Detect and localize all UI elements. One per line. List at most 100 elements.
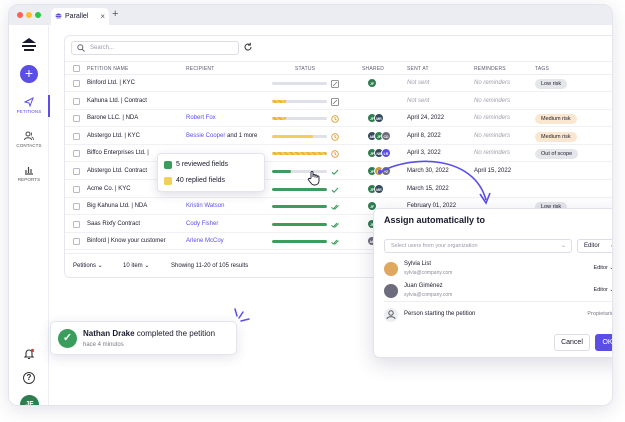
recipient-name: Kristin Watson [186,203,225,210]
recipient-link[interactable]: Arlene McCoy [186,233,224,250]
row-checkbox[interactable] [73,168,80,175]
row-checkbox[interactable] [73,203,80,211]
assignee-role-select[interactable]: Editor ⌄ [593,287,612,293]
column-header-tags[interactable]: TAGS [535,66,550,72]
check-icon [331,167,339,175]
reviewed-fields-legend: 5 reviewed fields [164,159,228,171]
user-select-dropdown[interactable]: Select users from your organization ⌄ [384,239,572,253]
column-header-sent-at[interactable]: SENT AT [407,66,429,72]
table-row[interactable]: Saas Rixfy Contract Cody Fisher JF [65,216,612,233]
petition-name[interactable]: Binford Ltd. | KYC [87,80,135,86]
row-checkbox[interactable] [73,185,80,193]
row-checkbox[interactable] [73,97,80,105]
select-all-checkbox[interactable] [73,65,80,72]
tag-badge[interactable]: Out of scope [535,149,579,160]
tag-badge[interactable]: Medium risk [535,114,577,125]
shared-user-avatar: MR [374,183,384,194]
status-progress-bar[interactable] [272,187,327,191]
recipient-link[interactable]: Cody Fisher [186,216,218,233]
petition-name[interactable]: Abstergo Ltd. | KYC [87,132,140,139]
petition-name[interactable]: Big Kahuna Ltd. | NDA [87,203,148,210]
send-icon [24,97,34,107]
page-size-label: 10 item [123,263,143,269]
table-row[interactable]: Big Kahuna Ltd. | NDA Kristin Watson JF Feb… [65,198,612,216]
sidebar-item-label: PETITIONS [16,109,42,114]
chevron-down-icon: ⌄ [610,240,612,252]
status-progress-bar[interactable] [272,82,327,85]
reviewed-fields-text: 5 reviewed fields [176,161,229,168]
recipient-link[interactable]: Bessie Cooper and 1 more [186,128,257,145]
notifications-bell-icon[interactable] [23,348,35,360]
help-icon[interactable]: ? [23,372,35,384]
petition-name[interactable]: Biffco Enterprises Ltd. | [87,150,149,157]
status-progress-bar[interactable] [272,99,327,103]
new-tab-button[interactable]: + [112,8,119,20]
status-progress-bar[interactable] [272,117,327,121]
tag-badge[interactable]: Medium risk [535,131,577,142]
recipient-link[interactable]: Robert Fox [186,110,216,127]
tag-badge[interactable]: Low risk [535,79,568,89]
reload-icon[interactable] [243,42,253,52]
status-progress-bar[interactable] [272,205,327,209]
row-checkbox[interactable] [73,150,80,158]
row-checkbox[interactable] [73,132,80,140]
sidebar-item-reports[interactable]: REPORTS [9,165,49,182]
column-header-shared[interactable]: SHARED [362,66,385,72]
table-row[interactable]: Acme Co. | KYCDevon Dim NguyenJFMRMarch … [65,181,612,198]
petition-name[interactable]: Saas Rixfy Contract [87,220,141,227]
status-progress-bar[interactable] [272,134,327,138]
assignee-role-select[interactable]: Editor ⌄ [593,265,612,271]
search-input[interactable]: Search... [71,41,239,55]
sidebar-item-contacts[interactable]: CONTACTS [9,131,49,148]
column-header-reminders[interactable]: REMINDERS [474,66,506,72]
avatar [384,284,398,298]
row-checkbox[interactable] [73,238,80,246]
table-row[interactable]: Kahuna Ltd. | Contract Not sent No reminde… [65,93,612,110]
user-avatar[interactable]: JF [20,395,39,405]
table-row[interactable]: Binford Ltd. | KYC JF Not sent No reminders… [65,75,612,92]
table-row[interactable]: Abstergo Ltd. | KYC Bessie Cooper and 1 m… [65,128,612,145]
clock-icon [331,149,339,159]
sent-at: February 01, 2022 [407,203,457,210]
table-row[interactable]: Biffco Enterprises Ltd. | JF NB LR April 3, … [65,145,612,163]
notification-toast[interactable]: ✓ Nathan Drake completed the petition ha… [50,321,237,355]
parallel-logo[interactable] [21,37,37,53]
page-size-selector[interactable]: 10 item ⌄ [123,263,150,269]
ok-button[interactable]: OK [595,334,612,351]
petition-name[interactable]: Barone LLC. | NDA [87,115,139,122]
petition-name[interactable]: Binford | Know your customer [87,238,166,245]
minimize-window-dot[interactable] [26,12,32,18]
sidebar-item-petitions[interactable]: PETITIONS [9,95,50,117]
maximize-window-dot[interactable] [35,12,41,18]
row-checkbox[interactable] [73,80,80,87]
close-window-dot[interactable] [17,12,23,18]
tag-badge[interactable]: Low risk [535,202,568,213]
row-checkbox[interactable] [73,220,80,228]
recipient-name: Bessie Cooper [186,132,226,139]
role-select-dropdown[interactable]: Editor ⌄ [577,239,612,253]
recipient-name: Robert Fox [186,115,216,122]
status-progress-bar[interactable] [272,170,327,173]
column-header-petition-name[interactable]: PETITION NAME [87,66,129,72]
column-header-status[interactable]: STATUS [295,66,316,72]
view-selector[interactable]: Petitions ⌄ [73,263,103,269]
column-header-recipient[interactable]: RECIPIENT [186,66,215,72]
status-progress-bar[interactable] [272,152,327,156]
status-progress-bar[interactable] [272,240,327,244]
edit-icon [331,79,339,88]
close-tab-icon[interactable]: × [100,12,105,21]
recipient-link[interactable]: Kristin Watson [186,198,224,215]
shared-user-avatar: LR [381,148,391,159]
browser-tab[interactable]: Parallel × [51,8,109,25]
row-checkbox[interactable] [73,115,80,123]
petition-name[interactable]: Acme Co. | KYC [87,185,131,192]
petition-name[interactable]: Abstergo Ltd. Contract [87,168,148,174]
create-petition-button[interactable]: + [20,65,38,83]
table-row[interactable]: Barone LLC. | NDA Robert Fox JF MR April 24,… [65,110,612,128]
status-progress-fill [272,222,327,226]
petition-name[interactable]: Kahuna Ltd. | Contract [87,97,147,104]
status-progress-bar[interactable] [272,222,327,226]
assignee-email: sylvia@company.com [404,270,453,276]
cancel-button[interactable]: Cancel [554,334,590,351]
